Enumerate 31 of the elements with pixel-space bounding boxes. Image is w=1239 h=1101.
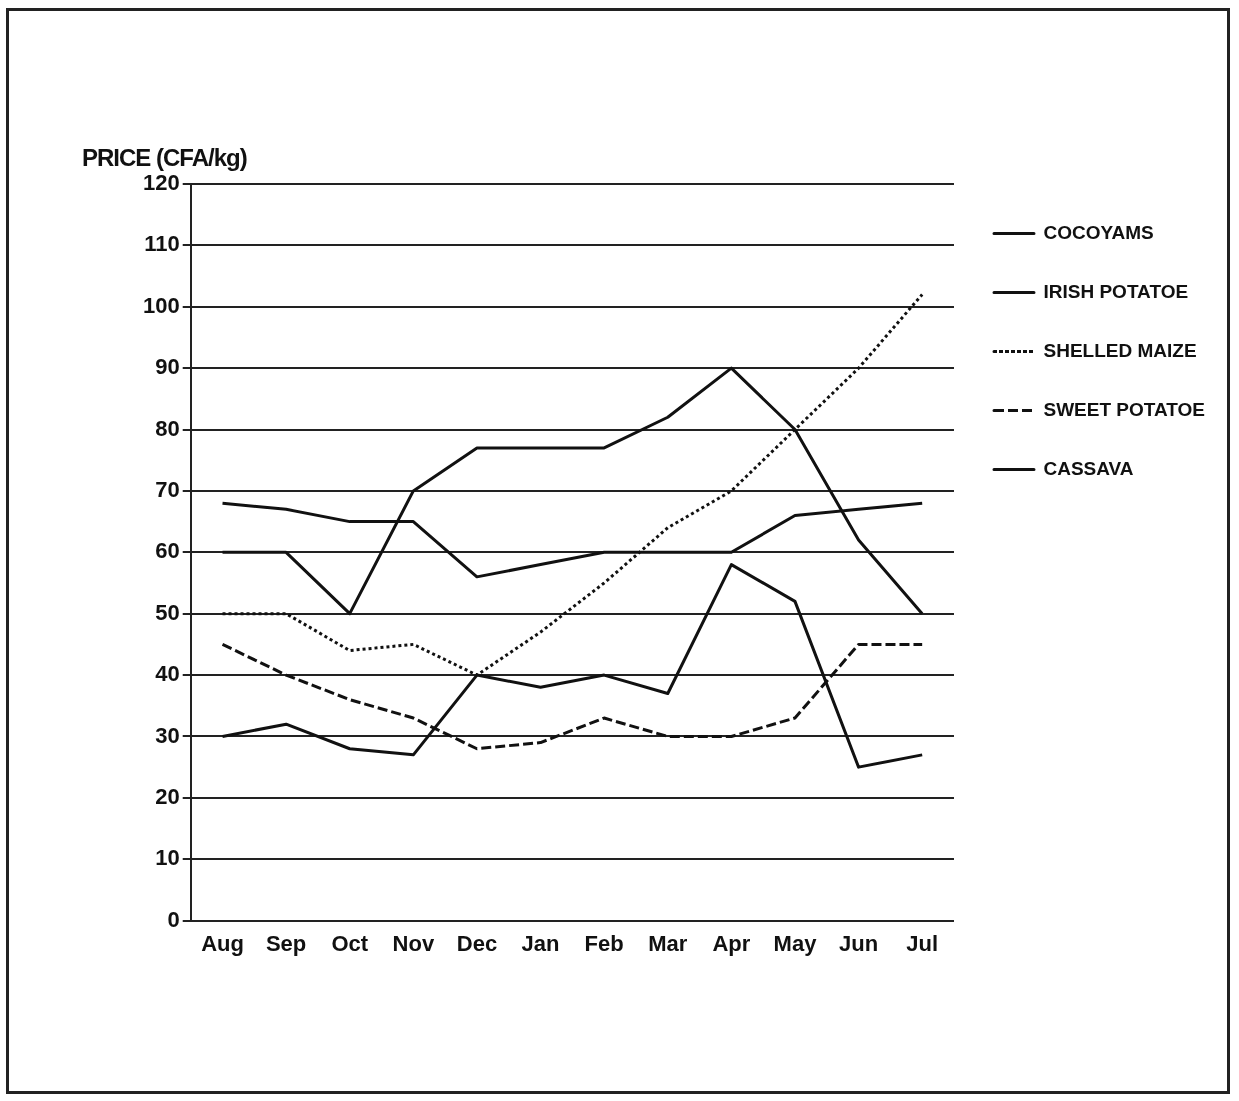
x-tick-label: Feb bbox=[584, 930, 624, 956]
legend-label: SWEET POTATOE bbox=[1043, 398, 1206, 420]
y-tick-label: 0 bbox=[167, 906, 180, 932]
x-tick-label: May bbox=[773, 930, 818, 956]
x-tick-label: Apr bbox=[712, 930, 751, 956]
y-tick-label: 80 bbox=[155, 415, 180, 441]
x-tick-label: Dec bbox=[456, 930, 498, 956]
y-tick-label: 10 bbox=[155, 845, 180, 871]
y-tick-label: 110 bbox=[144, 231, 180, 257]
x-tick-label: Jun bbox=[839, 930, 879, 956]
y-axis-title: PRICE (CFA/kg) bbox=[82, 144, 247, 172]
x-tick-label: Oct bbox=[331, 930, 369, 956]
y-tick-label: 60 bbox=[155, 538, 180, 564]
legend-label: COCOYAMS bbox=[1043, 221, 1154, 243]
legend-label: SHELLED MAIZE bbox=[1043, 339, 1197, 361]
y-tick-label: 50 bbox=[155, 599, 180, 625]
x-tick-label: Sep bbox=[265, 930, 307, 956]
y-tick-label: 70 bbox=[155, 476, 180, 502]
legend-label: IRISH POTATOE bbox=[1043, 280, 1189, 302]
x-tick-label: Jul bbox=[906, 930, 939, 956]
x-tick-label: Jan bbox=[521, 930, 560, 956]
legend-label: CASSAVA bbox=[1043, 457, 1134, 479]
y-tick-label: 20 bbox=[155, 783, 180, 809]
y-tick-label: 100 bbox=[142, 292, 180, 318]
y-tick-label: 120 bbox=[142, 170, 180, 196]
x-tick-label: Aug bbox=[201, 930, 244, 956]
x-tick-label: Mar bbox=[648, 930, 688, 956]
y-tick-label: 40 bbox=[155, 661, 180, 687]
x-tick-label: Nov bbox=[392, 930, 435, 956]
y-tick-label: 90 bbox=[155, 354, 180, 380]
y-tick-label: 30 bbox=[155, 722, 180, 748]
